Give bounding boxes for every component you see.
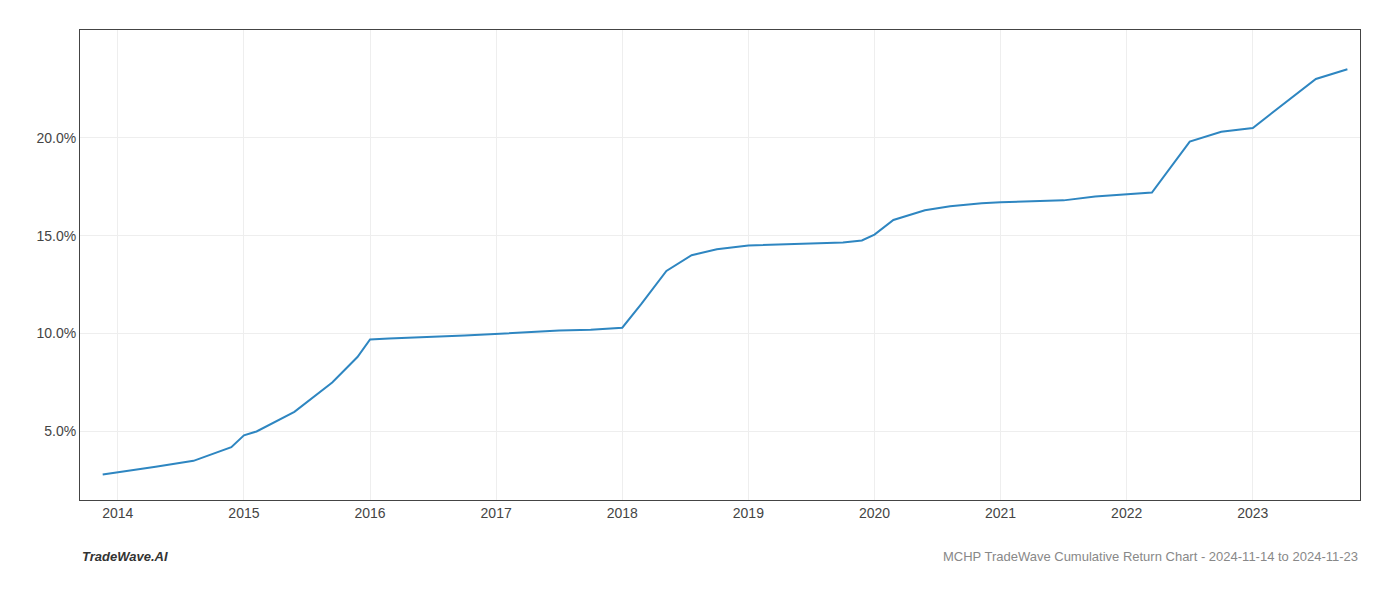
svg-text:2017: 2017 — [481, 505, 512, 521]
svg-text:2019: 2019 — [733, 505, 764, 521]
svg-text:15.0%: 15.0% — [36, 228, 76, 244]
svg-text:2022: 2022 — [1111, 505, 1142, 521]
svg-text:20.0%: 20.0% — [36, 130, 76, 146]
svg-text:10.0%: 10.0% — [36, 325, 76, 341]
svg-text:TradeWave.AI: TradeWave.AI — [82, 549, 168, 564]
svg-text:2015: 2015 — [228, 505, 259, 521]
svg-text:2023: 2023 — [1237, 505, 1268, 521]
svg-text:2020: 2020 — [859, 505, 890, 521]
svg-text:2021: 2021 — [985, 505, 1016, 521]
svg-text:2016: 2016 — [354, 505, 385, 521]
svg-text:2018: 2018 — [607, 505, 638, 521]
svg-text:MCHP TradeWave Cumulative Retu: MCHP TradeWave Cumulative Return Chart -… — [943, 549, 1358, 564]
svg-text:5.0%: 5.0% — [44, 423, 76, 439]
svg-text:2014: 2014 — [102, 505, 133, 521]
